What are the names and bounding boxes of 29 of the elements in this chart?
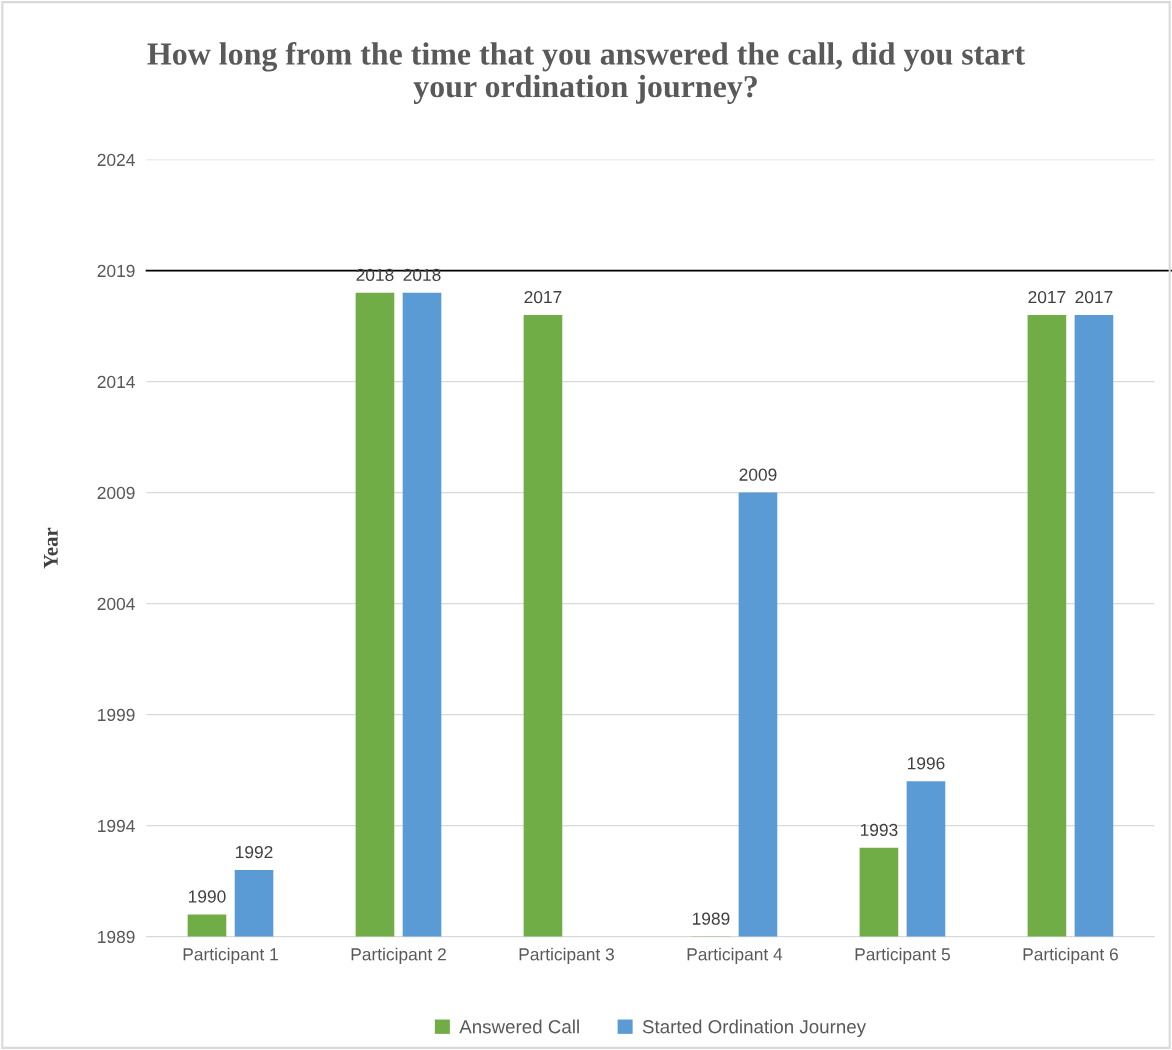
data-label: 2017 — [1075, 290, 1113, 304]
data-label: 2017 — [524, 290, 562, 304]
y-tick-label: 2009 — [97, 486, 135, 500]
x-tick-label: Participant 3 — [519, 947, 614, 964]
y-tick-label: 1999 — [98, 708, 135, 722]
x-tick-label: Participant 1 — [183, 947, 278, 964]
y-tick-label: 2004 — [97, 597, 135, 611]
data-label: 2018 — [403, 268, 441, 282]
y-tick-label: 2024 — [97, 153, 135, 167]
y-tick-label: 1989 — [98, 930, 135, 944]
x-tick-label: Participant 5 — [855, 947, 950, 964]
data-label: 1990 — [188, 890, 226, 903]
y-tick-label: 1994 — [98, 819, 135, 833]
legend-label: Started Ordination Journey — [642, 1019, 867, 1038]
data-label: 2009 — [739, 468, 777, 481]
data-label: 1992 — [236, 845, 273, 859]
data-label: 1996 — [907, 757, 945, 770]
x-tick-label: Participant 4 — [687, 947, 783, 964]
y-axis-title: Year — [43, 527, 58, 569]
x-tick-label: Participant 2 — [351, 947, 446, 964]
data-label: 1989 — [692, 912, 730, 925]
data-label: 2017 — [1028, 290, 1066, 304]
y-tick-label: 2019 — [97, 264, 135, 278]
chart-title: How long from the time that you answered the call, did you start your ordination journey? — [147, 42, 1025, 104]
x-tick-label: Participant 6 — [1023, 947, 1118, 964]
data-label: 1993 — [860, 823, 898, 837]
y-tick-label: 2014 — [97, 375, 135, 389]
legend-label: Answered Call — [459, 1019, 579, 1034]
data-label: 2018 — [356, 268, 394, 282]
